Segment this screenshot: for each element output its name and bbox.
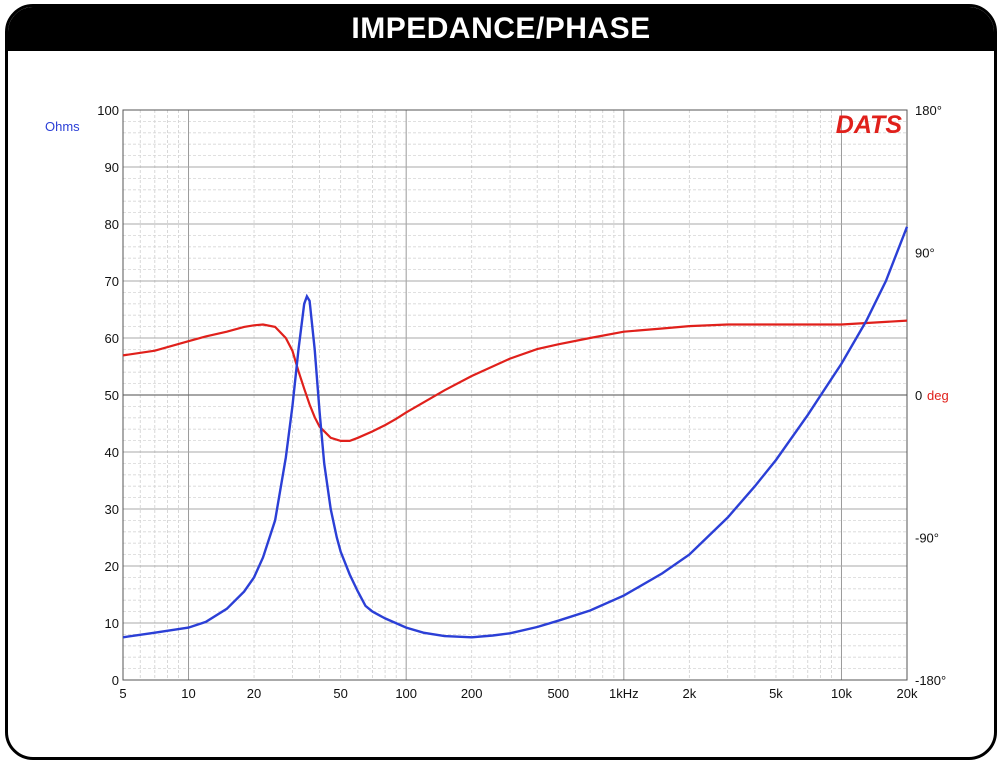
y-tick-label: 0	[112, 673, 119, 688]
impedance-series-line	[122, 226, 909, 639]
y-tick-label: 70	[105, 274, 119, 289]
x-tick-label: 5k	[769, 686, 783, 701]
y-axis-ticks: 0 10 20 30 40 50 60 70 80 90 100	[97, 103, 119, 688]
y-tick-label: 60	[105, 331, 119, 346]
y-tick-label: 30	[105, 502, 119, 517]
y-tick-label: 40	[105, 445, 119, 460]
phase-tick-label: 0	[915, 388, 922, 403]
y-tick-label: 100	[97, 103, 119, 118]
phase-axis-ticks: 180° 90° 0 -90° -180°	[915, 103, 946, 688]
y-tick-label: 10	[105, 616, 119, 631]
y-axis-label: Ohms	[45, 119, 80, 134]
y-tick-label: 80	[105, 217, 119, 232]
x-tick-label: 500	[547, 686, 569, 701]
phase-axis-unit: deg	[927, 388, 949, 403]
phase-tick-label: -180°	[915, 673, 946, 688]
y-tick-label: 20	[105, 559, 119, 574]
phase-series-line	[122, 319, 908, 442]
plot-border	[122, 109, 908, 681]
y-tick-label: 50	[105, 388, 119, 403]
x-tick-label: 200	[461, 686, 483, 701]
x-tick-label: 20k	[897, 686, 918, 701]
y-tick-label: 90	[105, 160, 119, 175]
dats-logo: DATS	[836, 111, 903, 139]
x-tick-label: 50	[333, 686, 347, 701]
x-tick-label: 10	[181, 686, 195, 701]
x-tick-label: 2k	[682, 686, 696, 701]
phase-tick-label: 180°	[915, 103, 942, 118]
phase-tick-label: 90°	[915, 246, 935, 261]
phase-tick-label: -90°	[915, 531, 939, 546]
x-tick-label: 1kHz	[609, 686, 639, 701]
chart-title: IMPEDANCE/PHASE	[8, 7, 994, 51]
x-tick-label: 20	[247, 686, 261, 701]
x-tick-label: 100	[395, 686, 417, 701]
x-tick-label: 5	[119, 686, 126, 701]
x-axis-ticks: 5 10 20 50 100 200 500 1kHz 2k 5k 10k 20k	[119, 686, 918, 701]
x-tick-label: 10k	[831, 686, 852, 701]
